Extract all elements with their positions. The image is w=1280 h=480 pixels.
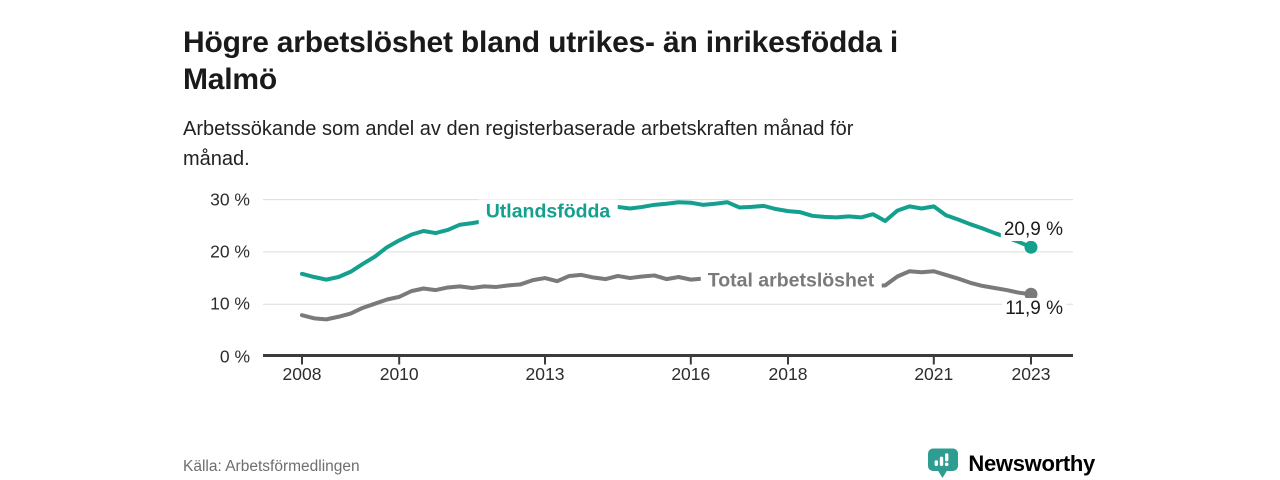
series-label-0: Utlandsfödda xyxy=(478,199,618,225)
series-line-1 xyxy=(300,269,1033,322)
end-value-label-1: 11,9 % xyxy=(1002,298,1066,321)
y-axis-label: 20 % xyxy=(210,241,250,262)
title-line-1: Högre arbetslöshet bland utrikes- än inr… xyxy=(183,26,898,60)
subtitle-line-2: månad. xyxy=(183,148,250,170)
x-axis-label: 2018 xyxy=(768,364,808,384)
series-end-dot-1 xyxy=(1024,287,1038,301)
y-axis-label: 0 % xyxy=(219,346,250,366)
x-axis-label: 2016 xyxy=(671,364,711,384)
newsworthy-wordmark: Newsworthy xyxy=(968,450,1095,476)
x-axis-label: 2023 xyxy=(1011,364,1051,384)
x-axis-label: 2021 xyxy=(914,364,954,384)
x-axis-label: 2010 xyxy=(379,364,419,384)
y-axis-label: 30 % xyxy=(210,189,250,210)
series-end-dot-0 xyxy=(1024,240,1038,254)
bar-chart-glyph xyxy=(935,453,949,467)
title-line-2: Malmö xyxy=(183,63,278,97)
page-title: Högre arbetslöshet bland utrikes- än inr… xyxy=(183,24,898,98)
chart-subtitle: Arbetssökande som andel av den registerb… xyxy=(183,114,853,174)
source-note: Källa: Arbetsförmedlingen xyxy=(183,458,360,475)
x-axis-label: 2013 xyxy=(525,364,565,384)
y-axis-label: 10 % xyxy=(210,293,250,314)
newsworthy-pin-icon xyxy=(928,448,959,478)
newsworthy-logo: Newsworthy xyxy=(926,447,1095,480)
series-label-1: Total arbetslöshet xyxy=(700,268,882,294)
end-value-label-0: 20,9 % xyxy=(1000,219,1066,242)
subtitle-line-1: Arbetssökande som andel av den registerb… xyxy=(183,118,854,140)
x-axis-label: 2008 xyxy=(282,364,322,384)
series-line-0 xyxy=(300,200,1033,282)
